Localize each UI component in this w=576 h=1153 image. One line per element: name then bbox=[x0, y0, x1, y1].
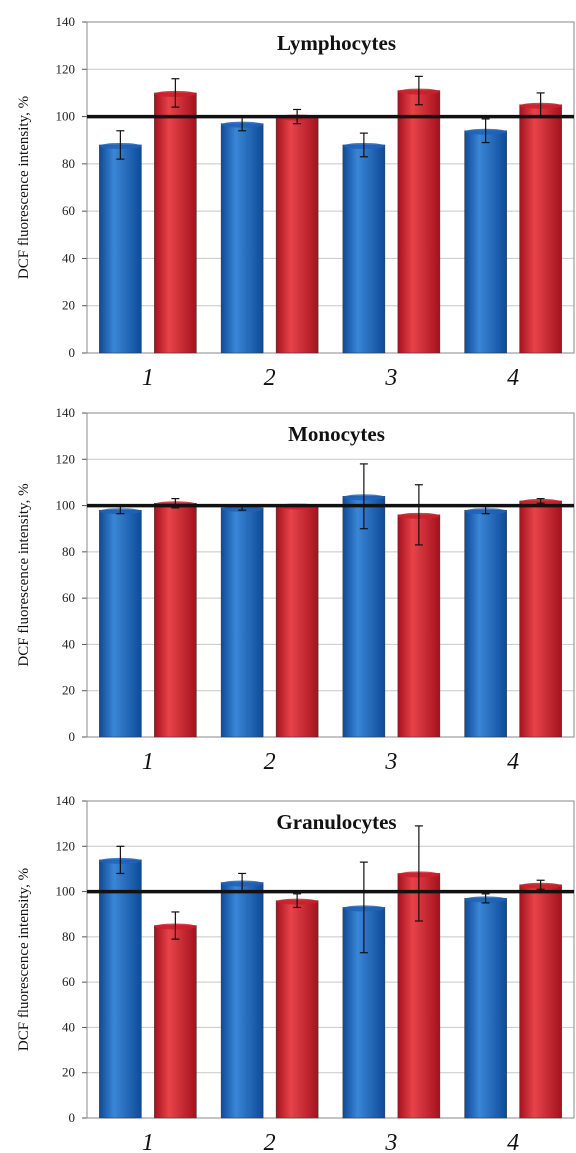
chart-title: Lymphocytes bbox=[277, 31, 396, 55]
category-label: 4 bbox=[507, 365, 519, 391]
y-axis-label: DCF fluorescence intensity, % bbox=[16, 868, 32, 1051]
category-label: 1 bbox=[142, 749, 154, 775]
bar bbox=[154, 92, 197, 354]
category-label: 4 bbox=[507, 1130, 519, 1153]
bar bbox=[464, 130, 507, 354]
bar bbox=[220, 123, 264, 354]
y-tick-label: 120 bbox=[56, 451, 76, 466]
y-axis-label: DCF fluorescence intensity, % bbox=[16, 483, 32, 666]
category-label: 3 bbox=[384, 365, 397, 391]
bar bbox=[342, 144, 386, 354]
bar bbox=[99, 859, 142, 1119]
y-tick-label: 60 bbox=[62, 974, 75, 989]
y-tick-label: 140 bbox=[56, 793, 76, 808]
y-tick-label: 80 bbox=[62, 156, 75, 171]
y-tick-label: 120 bbox=[56, 61, 76, 76]
y-tick-label: 100 bbox=[56, 498, 76, 513]
category-label: 1 bbox=[142, 365, 154, 391]
y-tick-label: 0 bbox=[69, 729, 76, 744]
bar bbox=[220, 507, 264, 738]
y-axis-label: DCF fluorescence intensity, % bbox=[16, 96, 32, 279]
bar bbox=[154, 503, 197, 738]
category-label: 2 bbox=[264, 749, 276, 775]
y-tick-label: 100 bbox=[56, 109, 76, 124]
bar bbox=[275, 116, 319, 354]
bar bbox=[397, 90, 441, 354]
y-tick-label: 80 bbox=[62, 544, 75, 559]
bar bbox=[99, 509, 142, 738]
category-label: 2 bbox=[264, 365, 276, 391]
y-tick-label: 40 bbox=[62, 636, 75, 651]
y-tick-label: 120 bbox=[56, 838, 76, 853]
bar bbox=[464, 509, 507, 738]
bar bbox=[342, 907, 386, 1119]
bar bbox=[519, 104, 562, 354]
y-tick-label: 80 bbox=[62, 929, 75, 944]
category-label: 1 bbox=[142, 1130, 154, 1153]
category-label: 3 bbox=[384, 1130, 397, 1153]
chart-panel-3: 0 20 40 60 80 100 120 140 1 2 3 4 Granulocytes DCF fl… bbox=[16, 793, 575, 1153]
chart-title: Granulocytes bbox=[276, 810, 396, 834]
bar bbox=[220, 882, 264, 1119]
category-label: 3 bbox=[384, 749, 397, 775]
plot-frame bbox=[86, 800, 575, 1119]
y-tick-label: 100 bbox=[56, 884, 76, 899]
bar bbox=[99, 144, 142, 354]
y-tick-label: 20 bbox=[62, 298, 75, 313]
plot-frame bbox=[86, 412, 575, 738]
y-tick-label: 20 bbox=[62, 1065, 75, 1080]
category-label: 2 bbox=[264, 1130, 276, 1153]
bar bbox=[154, 925, 197, 1119]
bar bbox=[519, 884, 562, 1119]
y-tick-label: 140 bbox=[56, 405, 76, 420]
bar bbox=[275, 900, 319, 1119]
y-tick-label: 40 bbox=[62, 250, 75, 265]
bar bbox=[342, 496, 386, 738]
category-label: 4 bbox=[507, 749, 519, 775]
y-tick-label: 60 bbox=[62, 590, 75, 605]
y-tick-label: 0 bbox=[69, 1110, 76, 1125]
chart-title: Monocytes bbox=[288, 422, 385, 446]
y-tick-label: 40 bbox=[62, 1019, 75, 1034]
plot-frame bbox=[86, 21, 575, 354]
y-tick-label: 20 bbox=[62, 683, 75, 698]
bar bbox=[464, 898, 507, 1119]
y-tick-label: 0 bbox=[69, 345, 76, 360]
bar bbox=[275, 505, 319, 738]
y-tick-label: 140 bbox=[56, 14, 76, 29]
bar bbox=[519, 500, 562, 738]
chart-panel-1: 0 20 40 60 80 100 120 140 1 2 3 4 Lymphocytes DCF flu… bbox=[16, 14, 575, 391]
bar bbox=[397, 514, 441, 738]
chart-panel-2: 0 20 40 60 80 100 120 140 1 2 3 4 Monocytes DCF fluor… bbox=[16, 405, 575, 775]
y-tick-label: 60 bbox=[62, 203, 75, 218]
